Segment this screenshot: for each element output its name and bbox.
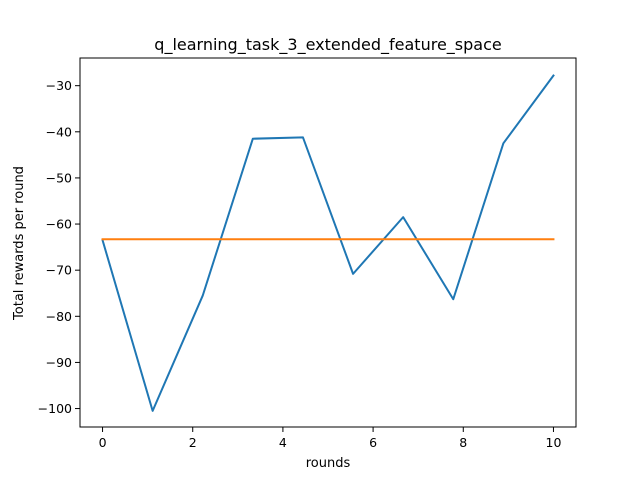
axes-frame (79, 57, 577, 428)
chart-title: q_learning_task_3_extended_feature_space (154, 35, 501, 55)
series-line-1 (101, 74, 555, 412)
plot-area: 0 2 4 6 8 10 −100 −90 −80 −70 −60 −50 −40 −30 (38, 57, 577, 450)
y-tick-label: −100 (38, 401, 72, 416)
y-tick-label: −70 (46, 263, 72, 278)
y-tick-label: −90 (46, 355, 72, 370)
x-tick-label: 8 (459, 435, 467, 450)
x-tick-label: 10 (546, 435, 562, 450)
x-tick-label: 4 (279, 435, 287, 450)
x-axis-label: rounds (306, 456, 351, 471)
y-tick-label: −40 (46, 124, 72, 139)
y-tick-label: −60 (46, 217, 72, 232)
x-tick-label: 0 (99, 435, 107, 450)
y-tick-label: −50 (46, 170, 72, 185)
y-axis-label: Total rewards per round (12, 166, 27, 321)
x-tick-label: 6 (369, 435, 377, 450)
x-tick-label: 2 (189, 435, 197, 450)
y-tick-label: −30 (46, 78, 72, 93)
y-tick-label: −80 (46, 309, 72, 324)
